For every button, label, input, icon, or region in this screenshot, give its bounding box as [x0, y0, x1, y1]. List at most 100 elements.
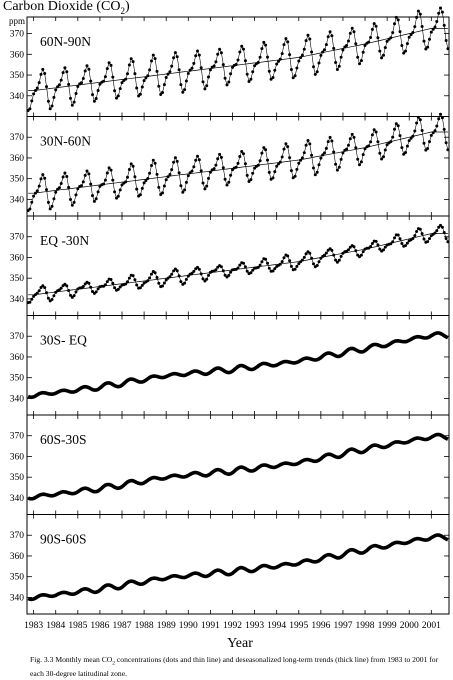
monthly-data-point — [116, 94, 120, 98]
monthly-data-point — [126, 72, 129, 76]
monthly-data-point — [418, 12, 422, 16]
monthly-data-point — [150, 272, 153, 276]
monthly-data-point — [179, 280, 183, 284]
monthly-data-point — [59, 182, 63, 185]
monthly-data-point — [142, 79, 146, 83]
monthly-data-point — [52, 95, 56, 99]
monthly-data-point — [289, 169, 293, 173]
monthly-data-point — [282, 43, 286, 47]
monthly-data-point — [236, 58, 240, 62]
monthly-data-point — [304, 39, 308, 43]
monthly-data-point — [358, 62, 361, 66]
monthly-data-point — [214, 60, 218, 64]
monthly-data-point — [69, 96, 72, 100]
x-tick-label: 1998 — [356, 621, 375, 631]
monthly-data-point — [317, 260, 321, 264]
monthly-data-point — [227, 273, 231, 277]
monthly-data-point — [243, 59, 247, 63]
monthly-data-point — [54, 190, 58, 194]
monthly-data-point — [416, 9, 420, 13]
monthly-data-point — [168, 70, 172, 74]
monthly-data-point — [32, 194, 36, 198]
monthly-data-point — [111, 281, 115, 285]
monthly-data-point — [242, 152, 245, 156]
monthly-data-point — [138, 286, 142, 290]
monthly-data-point — [405, 42, 409, 46]
y-tick-label: 350 — [10, 274, 25, 284]
monthly-data-point — [179, 83, 183, 87]
monthly-data-point — [85, 64, 89, 68]
monthly-data-point — [111, 75, 115, 79]
trend-line — [28, 28, 448, 91]
monthly-data-point — [347, 248, 350, 252]
monthly-data-point — [372, 128, 376, 132]
monthly-data-point — [30, 297, 34, 301]
monthly-data-point — [240, 150, 244, 153]
monthly-data-point — [288, 53, 292, 57]
monthly-data-point — [229, 72, 233, 76]
monthly-data-point — [382, 53, 385, 57]
monthly-data-point — [288, 259, 292, 263]
monthly-data-point — [273, 68, 277, 72]
panel-5: 340 350 360 370 60S-30S — [10, 414, 449, 515]
monthly-data-point — [370, 242, 374, 245]
monthly-data-point — [391, 135, 395, 139]
monthly-data-point — [184, 79, 188, 83]
x-tick-label: 1995 — [289, 621, 308, 631]
monthly-data-point — [219, 51, 223, 55]
monthly-data-point — [197, 158, 201, 162]
y-tick-label: 340 — [10, 195, 25, 205]
monthly-data-point — [65, 175, 69, 178]
monthly-data-point — [444, 237, 448, 240]
monthly-data-point — [48, 107, 52, 111]
monthly-data-point — [103, 75, 107, 79]
monthly-data-point — [161, 284, 164, 288]
monthly-data-point — [109, 168, 113, 172]
monthly-data-point — [216, 52, 220, 56]
monthly-data-point — [280, 260, 284, 264]
panel-4: 340 350 360 370 30S- EQ — [10, 315, 449, 415]
monthly-data-point — [339, 157, 343, 161]
monthly-data-point — [249, 77, 253, 81]
monthly-data-point — [183, 188, 187, 192]
monthly-data-point — [80, 81, 83, 85]
monthly-data-point — [444, 39, 448, 42]
y-tick-label: 350 — [10, 175, 25, 185]
monthly-data-point — [335, 68, 339, 71]
monthly-data-point — [85, 169, 89, 173]
monthly-data-point — [308, 142, 312, 146]
monthly-data-point — [378, 247, 382, 251]
monthly-data-point — [96, 287, 100, 291]
monthly-data-point — [435, 124, 439, 128]
monthly-data-point — [258, 159, 262, 163]
monthly-data-point — [221, 63, 225, 67]
monthly-data-point — [400, 44, 404, 47]
monthly-data-point — [404, 244, 407, 248]
monthly-data-point — [118, 188, 122, 192]
monthly-data-point — [127, 63, 131, 67]
monthly-data-point — [183, 281, 187, 285]
monthly-data-point — [383, 148, 387, 152]
monthly-data-point — [39, 177, 43, 181]
monthly-data-point — [127, 168, 131, 171]
monthly-data-point — [380, 56, 384, 60]
monthly-data-point — [219, 265, 223, 269]
monthly-data-point — [444, 141, 448, 145]
monthly-data-point — [109, 63, 113, 67]
monthly-data-point — [266, 158, 269, 162]
monthly-data-point — [32, 294, 36, 298]
monthly-data-point — [140, 186, 144, 190]
monthly-data-point — [433, 129, 437, 133]
monthly-data-point — [126, 280, 129, 284]
monthly-data-point — [404, 49, 407, 53]
monthly-data-point — [184, 180, 188, 184]
monthly-data-point — [170, 272, 174, 276]
monthly-data-point — [280, 155, 284, 159]
panel-label: 60N-90N — [40, 34, 91, 49]
monthly-data-point — [306, 139, 310, 142]
monthly-series-line — [28, 224, 449, 303]
monthly-data-point — [435, 229, 439, 233]
monthly-data-point — [164, 178, 168, 182]
monthly-data-point — [345, 147, 349, 151]
monthly-data-point — [173, 51, 177, 55]
